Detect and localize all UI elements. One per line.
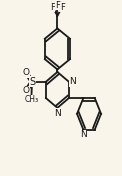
Text: N: N	[54, 109, 61, 118]
Text: O: O	[22, 86, 29, 95]
Text: S: S	[29, 77, 35, 87]
Text: F: F	[60, 3, 65, 12]
Text: CH₃: CH₃	[24, 95, 39, 104]
Text: N: N	[80, 130, 87, 139]
Text: F: F	[55, 1, 60, 10]
Text: F: F	[50, 3, 55, 12]
Text: N: N	[69, 77, 76, 86]
Text: O: O	[22, 68, 29, 77]
